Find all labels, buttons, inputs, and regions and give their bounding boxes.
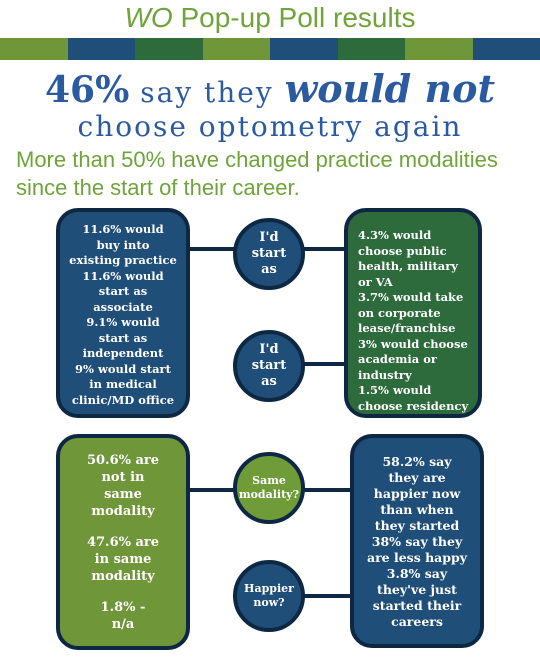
circle-text: start bbox=[251, 246, 287, 261]
page-title: WO Pop-up Poll results bbox=[0, 2, 540, 34]
box-line: 9% would start bbox=[75, 361, 171, 376]
box-line: than when bbox=[380, 502, 454, 517]
subheadline: More than 50% have changed practice moda… bbox=[16, 147, 498, 200]
happier-now-circle: Happier now? bbox=[233, 560, 305, 632]
box-line: start as bbox=[98, 330, 148, 345]
title-rest: Pop-up Poll results bbox=[172, 2, 416, 33]
box-line: n/a bbox=[111, 617, 135, 632]
bottom-left-text: 50.6% are not in same modality 47.6% are in … bbox=[66, 452, 180, 633]
box-line: started their bbox=[372, 598, 462, 613]
box-line: choose public bbox=[358, 243, 447, 258]
top-right-box: 4.3% would choose public health, military o… bbox=[344, 208, 482, 418]
box-line: careers bbox=[391, 614, 443, 629]
box-line: choose residency bbox=[358, 398, 469, 413]
bottom-left-box: 50.6% are not in same modality 47.6% are in … bbox=[56, 434, 190, 650]
stripe-segment bbox=[472, 38, 540, 60]
box-line: in same bbox=[94, 552, 152, 567]
box-line: lease/franchise bbox=[358, 321, 456, 335]
box-line: independent bbox=[82, 346, 164, 360]
connector-line bbox=[300, 362, 352, 366]
box-line: modality bbox=[91, 504, 155, 519]
stripe-segment bbox=[0, 38, 68, 60]
start-as-circle-1: I'd start as bbox=[233, 218, 305, 290]
circle-text: I'd bbox=[259, 230, 279, 245]
stripe-segment bbox=[135, 38, 203, 60]
circle-text: as bbox=[261, 374, 277, 389]
circle-text: as bbox=[261, 262, 277, 277]
box-line: 9.1% would bbox=[86, 315, 160, 329]
box-line: in medical bbox=[89, 377, 157, 391]
circle-text: now? bbox=[253, 596, 285, 609]
box-line: 11.6% would bbox=[82, 222, 164, 236]
stripe-segment bbox=[270, 38, 338, 60]
connector-line bbox=[300, 594, 352, 598]
box-line: 3% would choose bbox=[358, 336, 468, 351]
box-line: happier now bbox=[373, 486, 461, 501]
headline-mid: say they bbox=[129, 76, 285, 109]
box-line: they are bbox=[388, 470, 446, 485]
bottom-right-box: 58.2% say they are happier now than when the… bbox=[350, 434, 484, 648]
box-line: they've just bbox=[377, 582, 457, 597]
box-line: existing practice bbox=[69, 253, 177, 267]
box-line: on corporate bbox=[358, 305, 441, 320]
box-line: 38% say they bbox=[371, 534, 463, 549]
stripe-segment bbox=[405, 38, 473, 60]
box-line: they started bbox=[374, 518, 460, 533]
box-line: industry bbox=[358, 367, 412, 382]
top-left-text: 11.6% would buy into existing practice 11.6… bbox=[66, 222, 180, 408]
headline-pct: 46% bbox=[44, 69, 130, 111]
box-line: 3.8% say bbox=[386, 566, 448, 581]
stripe-segment bbox=[337, 38, 405, 60]
box-line: 1.8% - bbox=[100, 600, 146, 615]
box-line: 11.6% would bbox=[82, 268, 164, 283]
circle-text: I'd bbox=[259, 342, 279, 357]
box-line: buy into bbox=[96, 237, 150, 252]
box-line: 58.2% say bbox=[382, 454, 452, 469]
headline-emph: would not bbox=[284, 66, 496, 111]
connector-line bbox=[300, 488, 352, 492]
box-line: 3.7% would take bbox=[358, 290, 464, 304]
stripe-segment bbox=[202, 38, 270, 60]
box-line: 4.3% would bbox=[358, 228, 432, 242]
headline-line1: 46% say they would not bbox=[0, 66, 540, 111]
box-line: 1.5% would bbox=[358, 383, 432, 397]
top-left-box: 11.6% would buy into existing practice 11.6… bbox=[56, 208, 190, 418]
box-line: academia or bbox=[358, 352, 437, 366]
box-line: 50.6% are bbox=[86, 453, 160, 468]
stripe-segment bbox=[67, 38, 135, 60]
box-line: or VA bbox=[358, 274, 393, 289]
top-right-text: 4.3% would choose public health, military o… bbox=[358, 228, 472, 414]
box-line: same bbox=[104, 487, 142, 502]
color-stripe bbox=[0, 38, 540, 60]
box-line: modality bbox=[91, 569, 155, 584]
connector-line bbox=[180, 488, 240, 492]
connector-line bbox=[300, 247, 352, 251]
box-line: clinic/MD office bbox=[71, 392, 175, 407]
headline-line2: choose optometry again bbox=[77, 110, 463, 143]
circle-text: start bbox=[251, 358, 287, 373]
title-italic: WO bbox=[124, 2, 173, 33]
box-line: are less happy bbox=[366, 550, 468, 565]
box-line: health, military bbox=[358, 259, 458, 273]
box-line: 47.6% are bbox=[86, 535, 160, 550]
bottom-right-text: 58.2% say they are happier now than when the… bbox=[360, 454, 474, 630]
circle-text: Happier bbox=[244, 582, 294, 595]
circle-text: modality? bbox=[238, 488, 300, 501]
connector-line bbox=[180, 247, 240, 251]
same-modality-circle: Same modality? bbox=[233, 452, 305, 524]
box-line: not in bbox=[101, 470, 145, 485]
start-as-circle-2: I'd start as bbox=[233, 330, 305, 402]
box-line: associate bbox=[93, 299, 153, 314]
circle-text: Same bbox=[252, 474, 286, 487]
box-line: start as bbox=[98, 284, 148, 298]
